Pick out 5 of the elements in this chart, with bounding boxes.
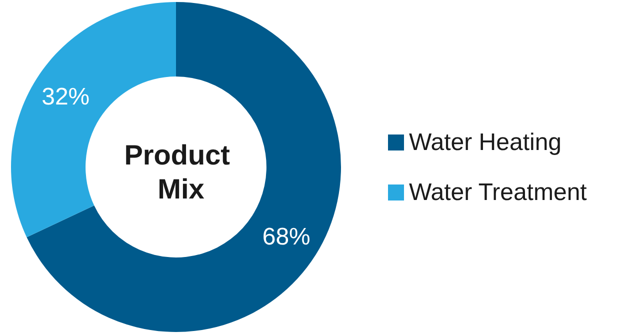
data-label: 68% bbox=[262, 224, 310, 251]
legend-label: Water Heating bbox=[409, 129, 562, 156]
text: Product Mix bbox=[124, 140, 238, 204]
data-label: 32% bbox=[42, 83, 90, 110]
legend-label: Water Treatment bbox=[409, 179, 588, 206]
